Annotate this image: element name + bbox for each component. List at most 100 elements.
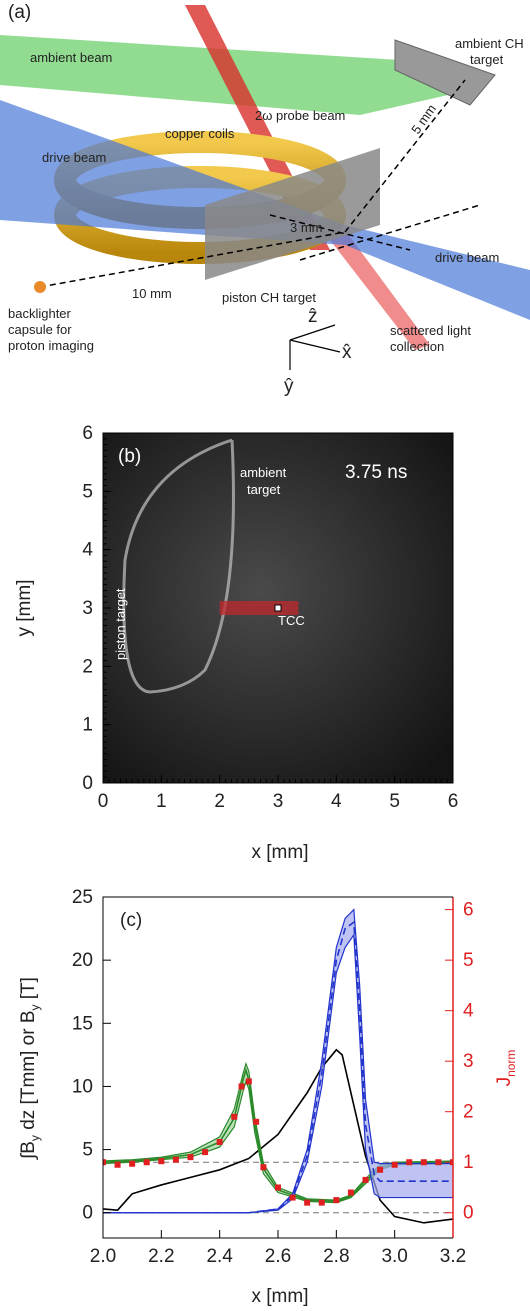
y-tick-label: 25: [72, 887, 93, 908]
y-tick-label: 2: [82, 656, 93, 677]
y2-tick-label: 6: [463, 900, 474, 921]
label-part: [T]: [18, 977, 39, 1004]
axis-name: ŷ: [284, 376, 294, 397]
data-point: [435, 1159, 442, 1166]
data-point: [245, 1078, 252, 1085]
y2-tick-label: 3: [463, 1051, 474, 1072]
data-point: [129, 1160, 136, 1167]
label-part: J: [494, 1077, 515, 1087]
x-tick-label: 2.8: [323, 1246, 349, 1267]
x-tick-label: 3: [273, 791, 284, 812]
y-tick-label: 6: [82, 423, 93, 444]
data-point: [260, 1164, 267, 1171]
data-point: [333, 1197, 340, 1204]
data-point: [158, 1158, 165, 1165]
annotation: TCC: [278, 613, 305, 628]
y-tick-label: 20: [72, 950, 93, 971]
data-point: [238, 1083, 245, 1090]
x-tick-label: 5: [389, 791, 400, 812]
label: target: [470, 52, 504, 67]
y-tick-label: 1: [82, 715, 93, 736]
data-point: [253, 1118, 260, 1125]
piston-target-shape: [205, 148, 380, 280]
y-tick-label: 0: [82, 1203, 93, 1224]
tcc-marker: [274, 604, 282, 612]
ambient-target-shape: [394, 39, 496, 106]
x-axis-label: x [mm]: [252, 842, 309, 863]
label: 2ω probe beam: [255, 108, 345, 123]
y-tick-label: 5: [82, 481, 93, 502]
dashed-line: [39, 231, 346, 288]
label: 3 mm: [290, 220, 323, 235]
x-tick-label: 2.6: [265, 1246, 291, 1267]
axis-arrow: [289, 339, 341, 353]
label-part: y: [28, 1135, 42, 1141]
annotation: ambient: [240, 465, 287, 480]
data-point: [391, 1161, 398, 1168]
data-point: [187, 1154, 194, 1161]
data-point: [289, 1194, 296, 1201]
dashed-line: [269, 214, 411, 251]
label: piston CH target: [222, 290, 316, 305]
y2-axis-label: Jnorm: [494, 1050, 518, 1087]
plot-frame: [102, 432, 454, 784]
x-axis-label: x [mm]: [252, 1286, 309, 1307]
data-point: [172, 1156, 179, 1163]
label-part: ∫B: [18, 1141, 39, 1160]
axis-name: x̂: [342, 342, 352, 363]
data-point: [362, 1176, 369, 1183]
data-point: [347, 1189, 354, 1196]
y2-tick-label: 4: [463, 1001, 474, 1022]
band: [103, 909, 453, 1213]
label: ambient CH: [455, 36, 524, 51]
x-tick-label: 0: [98, 791, 109, 812]
x-tick-label: 2.4: [206, 1246, 233, 1267]
backlighter-capsule: [34, 281, 46, 293]
data-point: [114, 1161, 121, 1168]
annotation: target: [247, 482, 281, 497]
axis-name: ẑ: [308, 306, 318, 327]
data-point: [406, 1159, 413, 1166]
x-tick-label: 2: [214, 791, 225, 812]
panel-label: (c): [120, 910, 142, 931]
label: 10 mm: [132, 286, 172, 301]
x-tick-label: 1: [156, 791, 167, 812]
line: [103, 920, 453, 1214]
label-part: dz [Tmm] or B: [18, 1010, 39, 1135]
data-point: [377, 1166, 384, 1173]
label: capsule for: [8, 322, 72, 337]
annotation: 3.75 ns: [345, 462, 407, 483]
data-point: [231, 1113, 238, 1120]
x-tick-label: 3.0: [381, 1246, 407, 1267]
x-tick-label: 4: [331, 791, 342, 812]
panel-label: (a): [8, 2, 31, 23]
y-axis-label: ∫By dz [Tmm] or By [T]: [18, 977, 42, 1160]
y2-tick-label: 2: [463, 1102, 474, 1123]
y2-tick-label: 1: [463, 1152, 474, 1173]
y-tick-label: 3: [82, 598, 93, 619]
highlight-region: [219, 601, 299, 615]
label: drive beam: [435, 250, 499, 265]
label: backlighter: [8, 306, 72, 321]
setup-diagram: [0, 5, 530, 370]
data-point: [420, 1159, 427, 1166]
label: scattered light: [390, 323, 471, 338]
data-point: [143, 1159, 150, 1166]
shock-front: [122, 438, 235, 694]
x-tick-label: 3.2: [440, 1246, 466, 1267]
label: ambient beam: [30, 50, 112, 65]
data-point: [103, 1159, 106, 1166]
plot-frame: [102, 896, 453, 1239]
data-point: [304, 1199, 311, 1206]
dashed-line: [344, 79, 466, 233]
x-tick-label: 2.2: [148, 1246, 174, 1267]
panel-label: (b): [118, 446, 141, 467]
dashed-line: [299, 204, 481, 261]
y-tick-label: 10: [72, 1076, 93, 1097]
label-part: y: [28, 1004, 42, 1010]
axis-arrow: [289, 324, 336, 341]
label: drive beam: [42, 150, 106, 165]
label: copper coils: [165, 126, 235, 141]
y-axis-label: y [mm]: [14, 580, 35, 637]
